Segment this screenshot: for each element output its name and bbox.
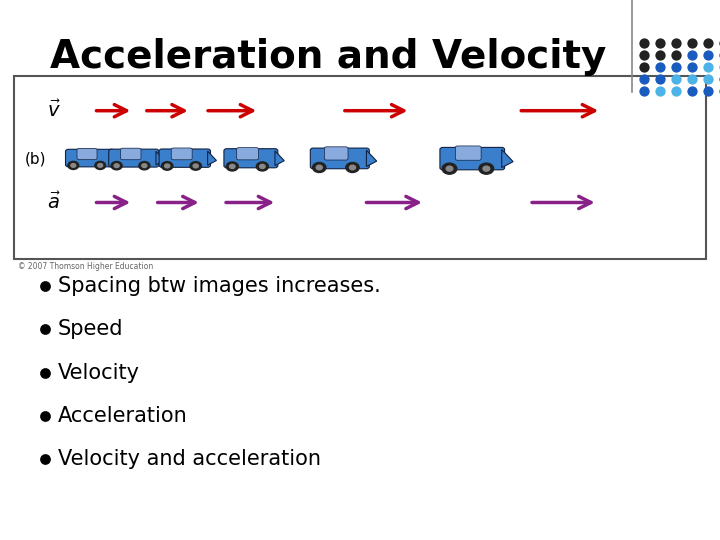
Circle shape <box>142 164 147 167</box>
Circle shape <box>190 161 202 170</box>
Point <box>718 63 720 71</box>
Point <box>670 51 682 59</box>
Circle shape <box>312 163 326 172</box>
Circle shape <box>98 164 103 167</box>
FancyBboxPatch shape <box>455 146 481 160</box>
Circle shape <box>161 161 173 170</box>
Point <box>654 75 666 83</box>
Point <box>718 75 720 83</box>
Point <box>686 86 698 95</box>
FancyBboxPatch shape <box>440 147 505 170</box>
Circle shape <box>226 162 238 171</box>
Text: Velocity and acceleration: Velocity and acceleration <box>58 449 320 469</box>
Polygon shape <box>502 150 513 167</box>
Circle shape <box>114 164 120 167</box>
Point <box>718 51 720 59</box>
Circle shape <box>346 163 359 172</box>
Point <box>639 86 650 95</box>
Circle shape <box>479 163 494 174</box>
Bar <box>14 76 706 259</box>
Point <box>702 39 714 48</box>
FancyBboxPatch shape <box>77 148 97 160</box>
Point <box>702 75 714 83</box>
FancyBboxPatch shape <box>171 148 192 160</box>
Point <box>686 39 698 48</box>
Circle shape <box>111 161 122 170</box>
Point <box>718 39 720 48</box>
Point <box>654 63 666 71</box>
Circle shape <box>230 164 235 168</box>
Circle shape <box>349 165 356 170</box>
Polygon shape <box>366 150 377 166</box>
Point <box>702 86 714 95</box>
Point <box>39 411 50 420</box>
Text: Spacing btw images increases.: Spacing btw images increases. <box>58 276 380 296</box>
Point <box>702 51 714 59</box>
Point <box>639 75 650 83</box>
Point <box>718 86 720 95</box>
FancyBboxPatch shape <box>237 147 258 160</box>
Point <box>654 51 666 59</box>
Circle shape <box>316 165 323 170</box>
Point <box>39 325 50 334</box>
Circle shape <box>193 164 198 168</box>
Point <box>686 63 698 71</box>
Point <box>686 51 698 59</box>
Point <box>639 51 650 59</box>
Circle shape <box>139 161 150 170</box>
Circle shape <box>68 161 78 170</box>
Circle shape <box>446 166 453 171</box>
Polygon shape <box>112 151 120 165</box>
Text: Speed: Speed <box>58 319 123 340</box>
Text: Velocity: Velocity <box>58 362 140 383</box>
Text: $\vec{a}$: $\vec{a}$ <box>47 192 60 213</box>
Point <box>39 455 50 463</box>
Text: © 2007 Thomson Higher Education: © 2007 Thomson Higher Education <box>18 262 153 271</box>
Point <box>670 63 682 71</box>
FancyBboxPatch shape <box>66 149 114 167</box>
Point <box>686 75 698 83</box>
Circle shape <box>483 166 490 171</box>
Polygon shape <box>156 151 164 165</box>
Text: Acceleration: Acceleration <box>58 406 187 426</box>
Circle shape <box>442 163 457 174</box>
Circle shape <box>95 161 106 170</box>
Text: (b): (b) <box>25 152 47 167</box>
Point <box>639 39 650 48</box>
Polygon shape <box>275 151 284 166</box>
Point <box>39 368 50 377</box>
FancyBboxPatch shape <box>120 148 141 160</box>
Point <box>39 282 50 291</box>
Point <box>702 63 714 71</box>
Text: $\vec{v}$: $\vec{v}$ <box>47 100 60 122</box>
Point <box>670 86 682 95</box>
Text: Acceleration and Velocity: Acceleration and Velocity <box>50 38 607 76</box>
Point <box>670 75 682 83</box>
Point <box>654 39 666 48</box>
Point <box>639 63 650 71</box>
Circle shape <box>71 164 76 167</box>
Circle shape <box>165 164 170 168</box>
Point <box>670 39 682 48</box>
Circle shape <box>260 164 265 168</box>
Circle shape <box>256 162 269 171</box>
FancyBboxPatch shape <box>310 148 369 168</box>
Polygon shape <box>207 151 217 165</box>
FancyBboxPatch shape <box>109 149 159 167</box>
FancyBboxPatch shape <box>224 148 278 168</box>
Point <box>654 86 666 95</box>
FancyBboxPatch shape <box>159 149 210 167</box>
FancyBboxPatch shape <box>324 147 348 160</box>
